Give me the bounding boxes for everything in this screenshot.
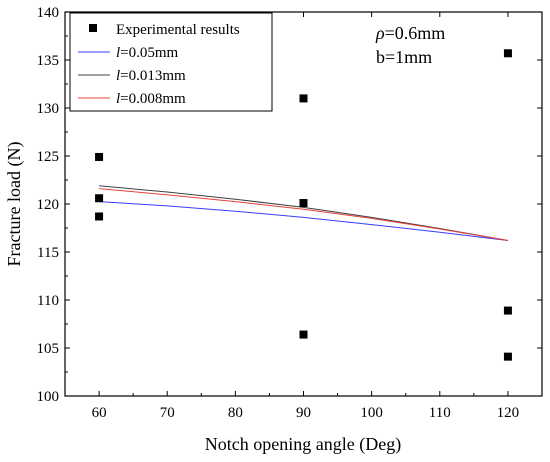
data-point [503,352,512,361]
x-tick-label: 70 [160,405,175,421]
annotation-b: b=1mm [376,47,432,67]
x-tick-label: 120 [497,405,520,421]
legend-label-005: l=0.05mm [116,45,179,61]
series-line [99,201,508,241]
y-tick-label: 130 [37,101,60,117]
data-point [503,306,512,315]
x-tick-label: 100 [360,405,383,421]
data-point [95,194,104,203]
y-tick-label: 120 [37,197,60,213]
y-tick-label: 140 [37,5,60,21]
y-tick-label: 115 [37,245,59,261]
legend-marker-experimental [89,24,97,32]
legend: Experimental results l=0.05mm l=0.013mm … [69,12,273,112]
data-point [95,152,104,161]
y-tick-label: 125 [37,149,60,165]
axis-ticks: 60 70 80 90 100 110 120 100 105 110 115 120 125 130 13… [37,5,543,421]
x-tick-label: 80 [228,405,243,421]
x-tick-label: 110 [429,405,451,421]
data-point [299,330,308,339]
data-point [503,49,512,58]
y-axis-title: Fracture load (N) [4,142,25,267]
y-tick-label: 105 [37,341,60,357]
x-tick-label: 90 [296,405,311,421]
x-axis-title: Notch opening angle (Deg) [205,434,401,455]
y-tick-label: 100 [37,389,60,405]
data-point [95,212,104,221]
series-line [99,188,508,241]
model-curves [99,185,508,241]
legend-label-0013: l=0.013mm [116,68,186,84]
x-tick-label: 60 [92,405,107,421]
y-tick-label: 135 [37,53,60,69]
legend-label-0008: l=0.008mm [116,91,186,107]
y-tick-label: 110 [37,293,59,309]
legend-frame [69,12,273,112]
annotation-rho: ρ=0.6mm [375,23,445,43]
legend-label-experimental: Experimental results [116,22,240,38]
experimental-points [95,49,512,361]
data-point [299,94,308,103]
data-point [299,199,308,208]
